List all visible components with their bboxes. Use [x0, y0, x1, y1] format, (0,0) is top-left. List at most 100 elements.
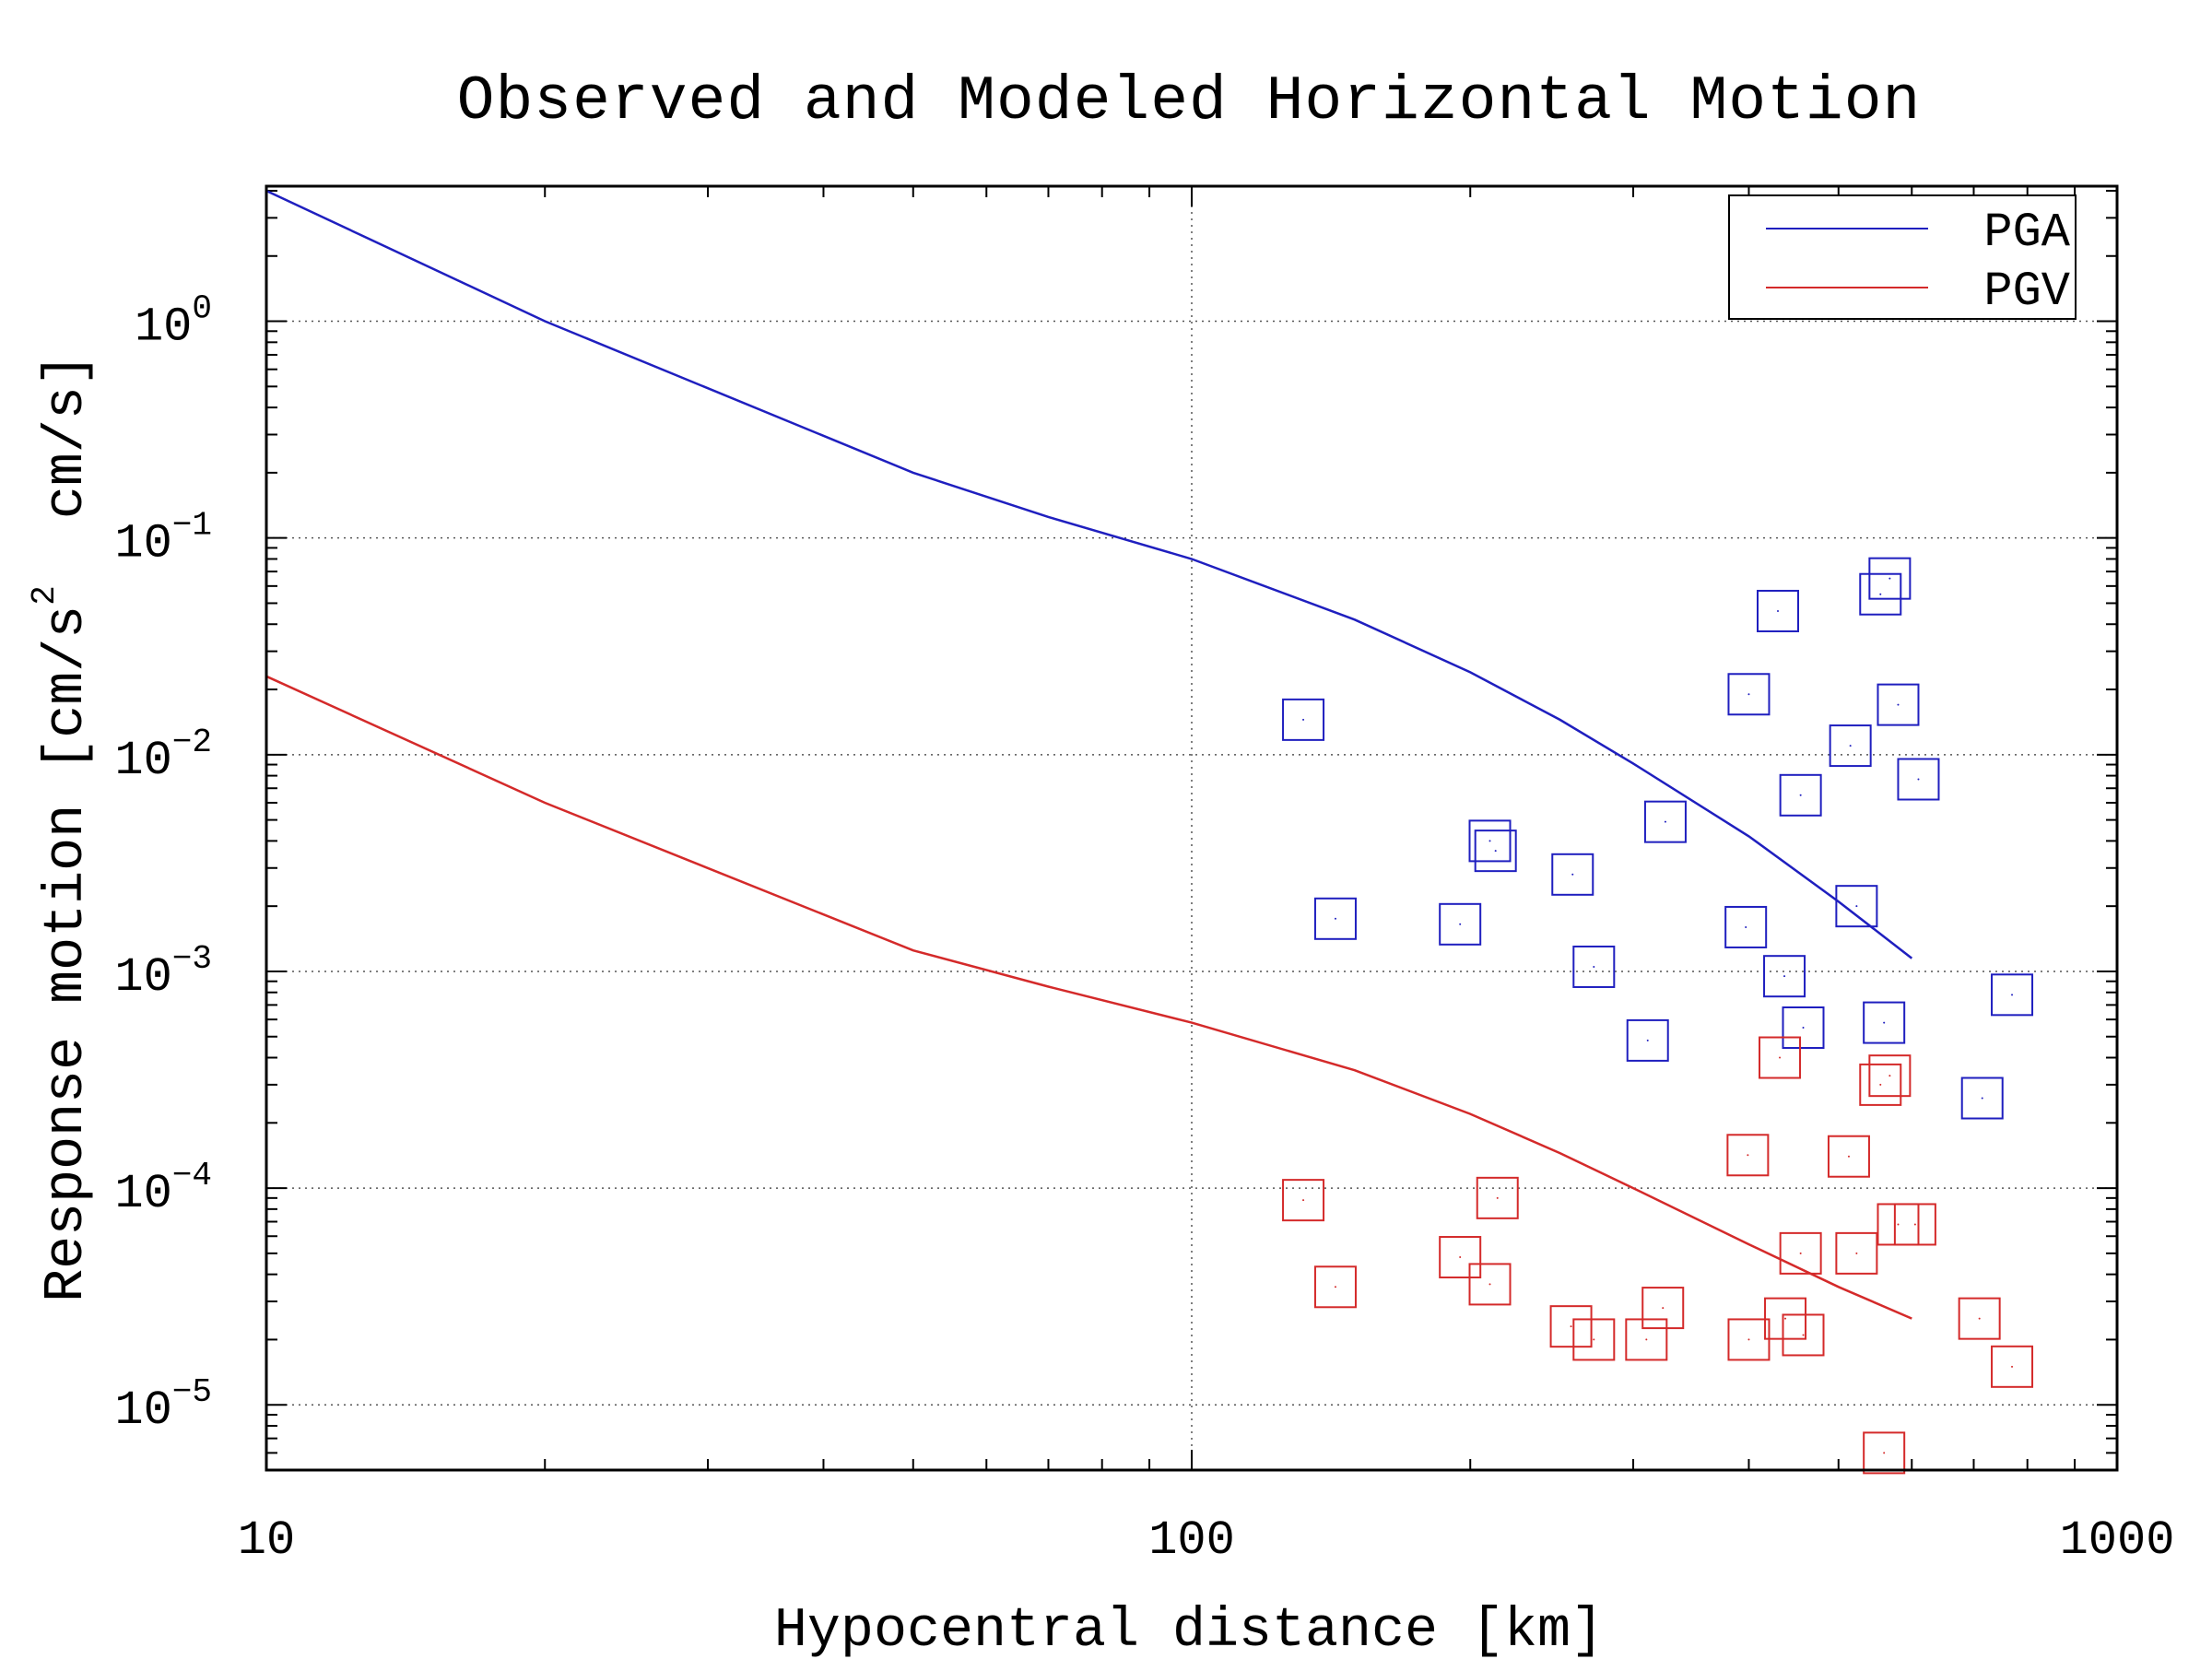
data-point-center	[1488, 1283, 1491, 1286]
x-tick-label: 100	[1148, 1513, 1235, 1568]
y-tick-base: 10	[114, 734, 171, 788]
y-tick-label: 10−4	[114, 1157, 212, 1221]
data-point-center	[1883, 1021, 1886, 1024]
legend-label-pga: PGA	[1983, 206, 2070, 260]
data-point	[1759, 1036, 1802, 1079]
data-point	[1468, 1263, 1512, 1306]
data-point-center	[1879, 593, 1882, 595]
data-point	[1827, 1135, 1870, 1178]
y-axis-label-superscript: 2	[26, 585, 64, 606]
model-line-pgv	[265, 675, 1912, 1320]
data-point-center	[1459, 923, 1462, 925]
y-axis-label: Response motion [cm/s2 cm/s]	[26, 353, 99, 1302]
data-point	[1572, 1318, 1616, 1361]
data-point-center	[1593, 1338, 1595, 1341]
x-tick-label: 1000	[2060, 1513, 2175, 1568]
data-point-center	[1913, 1223, 1916, 1226]
axis-ticks	[265, 186, 2118, 1470]
y-tick-base: 10	[114, 1167, 171, 1221]
data-point	[1763, 955, 1806, 998]
data-point	[1313, 1265, 1357, 1309]
y-tick-label: 100	[135, 290, 212, 355]
data-point-center	[1802, 1026, 1805, 1029]
data-point-center	[1981, 1097, 1983, 1100]
data-point-center	[1888, 577, 1891, 580]
data-point-center	[1897, 1223, 1900, 1226]
data-point-center	[1334, 1286, 1336, 1288]
y-tick-label: 10−3	[114, 940, 212, 1005]
data-point-center	[1494, 850, 1497, 853]
data-point-center	[1888, 1075, 1891, 1077]
data-point	[1893, 1203, 1936, 1246]
data-point-center	[1571, 873, 1574, 876]
data-point-center	[1784, 1317, 1787, 1320]
data-point-center	[1745, 925, 1747, 928]
data-point-center	[1646, 1039, 1649, 1041]
data-point	[1468, 819, 1512, 863]
model-lines	[265, 189, 1913, 1320]
x-tick-label: 10	[238, 1513, 295, 1568]
data-point-center	[1897, 703, 1900, 706]
y-tick-exponent: −4	[172, 1157, 212, 1194]
data-point-center	[1847, 1155, 1850, 1158]
data-point	[1991, 1345, 2034, 1388]
data-point	[1958, 1297, 2001, 1340]
y-tick-exponent: −5	[172, 1373, 212, 1411]
data-point-center	[1645, 1338, 1648, 1341]
data-point-center	[1302, 1199, 1305, 1202]
data-point-center	[1488, 840, 1491, 842]
data-point	[1779, 773, 1822, 817]
data-point	[1835, 885, 1878, 928]
data-point	[1726, 1134, 1770, 1177]
data-point	[1782, 1313, 1825, 1357]
data-point-center	[1779, 1056, 1782, 1059]
data-point	[1757, 589, 1800, 632]
data-point	[1863, 1001, 1906, 1044]
observed-series-pga	[1282, 557, 2034, 1120]
data-point	[1782, 1006, 1825, 1049]
data-point-center	[1662, 1307, 1665, 1310]
data-point-center	[1799, 1252, 1802, 1254]
data-point-center	[2011, 994, 2014, 996]
data-point	[1641, 1287, 1685, 1330]
data-point-center	[1777, 609, 1780, 612]
data-point-center	[1593, 965, 1595, 968]
data-point-center	[1496, 1196, 1499, 1199]
data-point	[1551, 853, 1594, 896]
plot-frame	[265, 184, 2119, 1472]
data-point	[1476, 1176, 1519, 1219]
data-point-center	[1747, 1338, 1750, 1341]
data-point-center	[1570, 1325, 1572, 1328]
data-point	[1859, 572, 1902, 616]
data-point-center	[1799, 794, 1802, 796]
data-point-center	[1802, 1334, 1805, 1336]
data-point-center	[1334, 917, 1336, 920]
data-point-center	[1883, 1452, 1886, 1454]
data-point	[1474, 830, 1517, 873]
data-point	[1868, 557, 1912, 600]
legend-label-pgv: PGV	[1983, 265, 2070, 319]
data-point	[1439, 1236, 1482, 1279]
y-tick-exponent: 0	[192, 290, 212, 328]
data-point	[1863, 1431, 1906, 1475]
legend-box	[1728, 194, 2077, 320]
y-tick-base: 10	[114, 950, 171, 1005]
data-point	[1859, 1063, 1902, 1106]
data-point	[1439, 902, 1482, 946]
data-point-center	[1459, 1256, 1462, 1259]
y-tick-base: 10	[114, 517, 171, 571]
data-point-center	[2011, 1365, 2014, 1368]
legend: PGA PGV	[1728, 194, 2077, 320]
data-point	[1727, 673, 1771, 716]
observed-points	[1282, 557, 2034, 1475]
y-tick-label: 10−2	[114, 724, 212, 788]
data-point-center	[1783, 975, 1786, 978]
data-point-center	[1855, 905, 1858, 908]
data-point	[1549, 1305, 1593, 1348]
observed-series-pgv	[1282, 1036, 2034, 1475]
x-axis-label: Hypocentral distance [km]	[774, 1600, 1604, 1659]
data-point	[1313, 897, 1357, 940]
y-tick-exponent: −1	[172, 507, 212, 545]
data-point	[1779, 1231, 1822, 1275]
